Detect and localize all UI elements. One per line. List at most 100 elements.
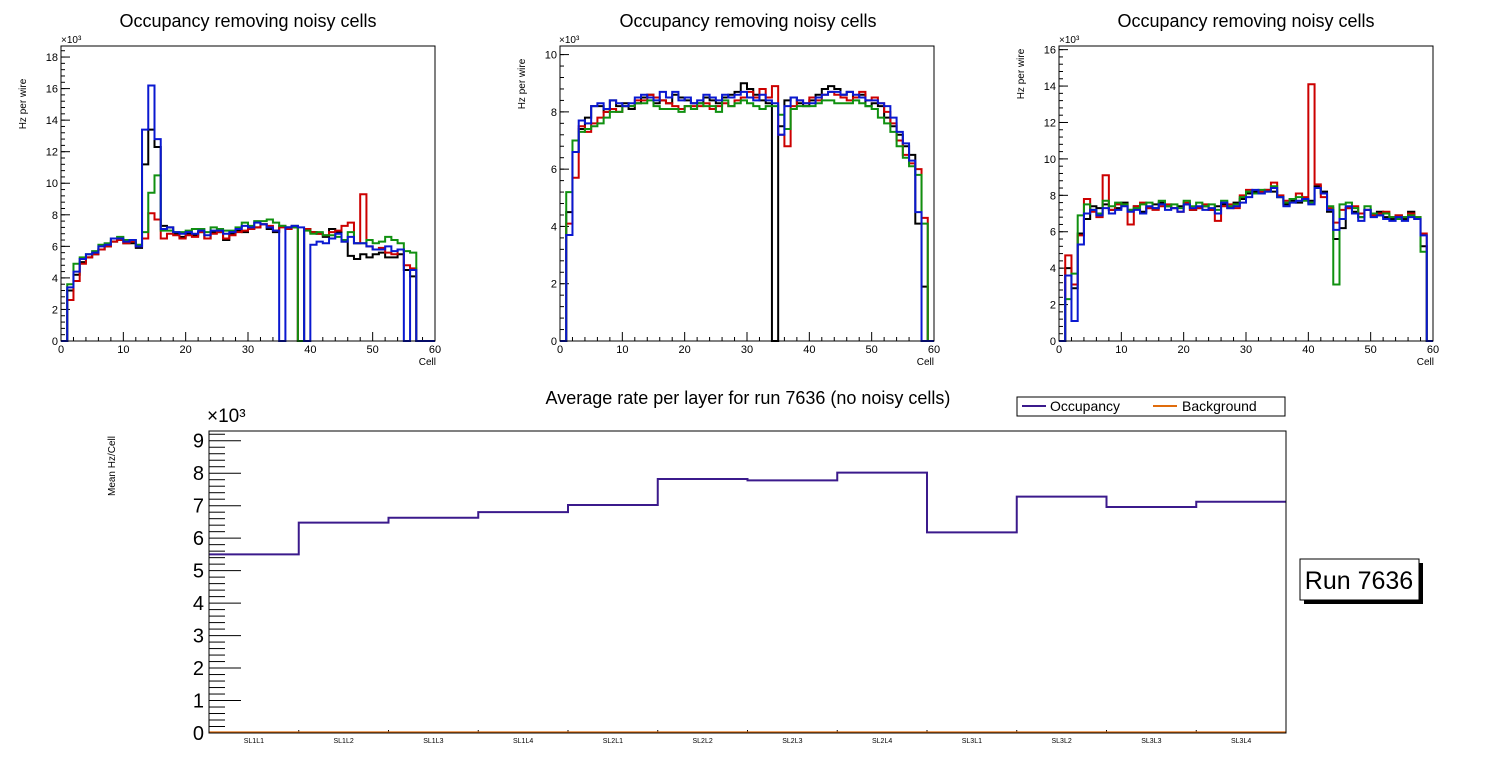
- x-category-label: SL1L1: [244, 738, 264, 745]
- y-tick-label: 5: [193, 561, 204, 583]
- average-rate-title: Average rate per layer for run 7636 (no …: [546, 388, 951, 408]
- x-category-label: SL2L1: [603, 738, 623, 745]
- x-tick-label: 40: [803, 344, 815, 356]
- x-tick-label: 30: [741, 344, 753, 356]
- histogram-panel-3: Occupancy removing noisy cells Hz per wi…: [1016, 11, 1439, 368]
- histogram-1-ticks: 0 10 20 30 40 50 60 0 2 4 6 8 10 12 14 16 18: [46, 50, 441, 356]
- histogram-series-layer-green: [61, 174, 435, 342]
- x-tick-label: 40: [304, 344, 316, 356]
- average-rate-panel: Average rate per layer for run 7636 (no …: [107, 388, 1423, 745]
- x-tick-label: 20: [679, 344, 691, 356]
- y-tick-label: 8: [551, 107, 557, 119]
- legend-box: [1016, 396, 1286, 417]
- y-tick-label: 4: [1050, 263, 1056, 275]
- y-tick-label: 14: [46, 115, 58, 127]
- histogram-1-exponent: ×10³: [61, 35, 82, 46]
- y-tick-label: 8: [193, 463, 204, 485]
- x-category-label: SL3L4: [1231, 738, 1251, 745]
- x-tick-label: 50: [1365, 344, 1377, 356]
- y-tick-label: 6: [1050, 227, 1056, 239]
- y-tick-label: 6: [193, 528, 204, 550]
- y-tick-label: 2: [52, 304, 58, 316]
- y-tick-label: 4: [52, 273, 58, 285]
- x-category-label: SL2L2: [693, 738, 713, 745]
- histogram-series-layer-green: [1059, 185, 1433, 342]
- histogram-3-frame: [1058, 45, 1434, 342]
- histogram-3-exponent: ×10³: [1059, 35, 1080, 46]
- average-rate-exponent: ×10³: [207, 406, 246, 427]
- y-tick-label: 0: [1050, 336, 1056, 348]
- y-tick-label: 16: [46, 84, 58, 96]
- x-tick-label: 10: [616, 344, 628, 356]
- histogram-panel-1: Occupancy removing noisy cells Hz per wi…: [18, 11, 441, 368]
- average-rate-ticks: 0 1 2 3 4 5 6 7 8 9 SL1L1 SL1L2 SL1L3 SL1L4 SL2L1 SL2L2…: [193, 431, 1251, 745]
- histogram-3-title: Occupancy removing noisy cells: [1117, 11, 1374, 31]
- x-tick-label: 20: [180, 344, 192, 356]
- histogram-2-frame: [559, 45, 935, 342]
- histogram-series-layer-blue: [560, 90, 934, 342]
- average-rate-ylabel: Mean Hz/Cell: [107, 436, 118, 496]
- histogram-series-layer-blue: [1059, 187, 1433, 342]
- x-tick-label: 0: [58, 344, 64, 356]
- y-tick-label: 12: [46, 147, 58, 159]
- x-tick-label: 60: [429, 344, 441, 356]
- y-tick-label: 4: [193, 593, 204, 615]
- histogram-3-xlabel: Cell: [1417, 357, 1434, 368]
- histogram-panel-2: Occupancy removing noisy cells Hz per wi…: [517, 11, 940, 368]
- histogram-1-title: Occupancy removing noisy cells: [119, 11, 376, 31]
- y-tick-label: 1: [193, 691, 204, 713]
- y-tick-label: 0: [551, 336, 557, 348]
- x-category-label: SL1L3: [423, 738, 443, 745]
- histogram-series-layer-black: [560, 82, 934, 342]
- y-tick-label: 10: [46, 178, 58, 190]
- legend-label-occupancy: Occupancy: [1050, 398, 1120, 414]
- histogram-series-layer-black: [61, 128, 435, 342]
- y-tick-label: 4: [551, 221, 557, 233]
- y-tick-label: 10: [545, 50, 557, 62]
- y-tick-label: 16: [1044, 45, 1056, 57]
- y-tick-label: 6: [52, 241, 58, 253]
- y-tick-label: 7: [193, 496, 204, 518]
- x-tick-label: 30: [242, 344, 254, 356]
- x-tick-label: 10: [117, 344, 129, 356]
- x-tick-label: 60: [1427, 344, 1439, 356]
- x-category-label: SL2L3: [782, 738, 802, 745]
- y-tick-label: 2: [193, 658, 204, 680]
- x-category-label: SL2L4: [872, 738, 892, 745]
- y-tick-label: 14: [1044, 81, 1056, 93]
- x-tick-label: 0: [557, 344, 563, 356]
- x-category-label: SL3L1: [962, 738, 982, 745]
- histogram-1-ylabel: Hz per wire: [18, 78, 29, 129]
- x-tick-label: 10: [1115, 344, 1127, 356]
- y-tick-label: 2: [1050, 300, 1056, 312]
- legend-label-background: Background: [1182, 398, 1257, 414]
- x-category-label: SL3L3: [1141, 738, 1161, 745]
- x-tick-label: 0: [1056, 344, 1062, 356]
- histogram-2-title: Occupancy removing noisy cells: [619, 11, 876, 31]
- y-tick-label: 0: [52, 336, 58, 348]
- histogram-3-series: [1059, 83, 1433, 342]
- histogram-2-xlabel: Cell: [917, 357, 934, 368]
- histogram-series-layer-red: [61, 193, 435, 342]
- average-rate-series: [209, 471, 1286, 734]
- run-label-box: Run 7636: [1299, 558, 1423, 604]
- y-tick-label: 18: [46, 52, 58, 64]
- run-label-frame: [1299, 558, 1420, 601]
- histogram-series-layer-red: [560, 85, 934, 342]
- histogram-2-ylabel: Hz per wire: [517, 58, 528, 109]
- histogram-2-ticks: 0 10 20 30 40 50 60 0 2 4 6 8 10: [545, 50, 940, 356]
- average-rate-frame: [208, 430, 1287, 734]
- histogram-series-layer-blue: [61, 84, 435, 342]
- y-tick-label: 8: [1050, 190, 1056, 202]
- y-tick-label: 9: [193, 431, 204, 453]
- x-category-label: SL1L2: [334, 738, 354, 745]
- y-tick-label: 12: [1044, 117, 1056, 129]
- histogram-1-series: [61, 84, 435, 342]
- y-tick-label: 8: [52, 210, 58, 222]
- y-tick-label: 6: [551, 164, 557, 176]
- y-tick-label: 10: [1044, 154, 1056, 166]
- x-tick-label: 50: [367, 344, 379, 356]
- y-tick-label: 0: [193, 723, 204, 745]
- y-tick-label: 3: [193, 626, 204, 648]
